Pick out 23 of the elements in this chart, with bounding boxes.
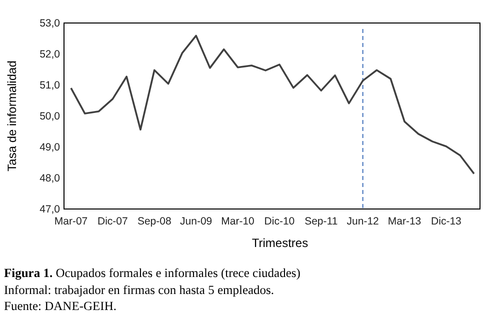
x-tick-label: Dic-13 [431,215,462,228]
line-series [70,34,475,175]
y-tick-label: 50,0 [40,110,60,122]
x-tick-label: Mar-07 [54,215,88,228]
x-tick-label: Mar-13 [388,215,422,228]
x-tick-label: Mar-10 [221,215,255,228]
x-tick-label: Jun-09 [180,215,212,228]
text: Figura 1. Ocupados formales e informales (trece ciudades) [4,266,300,280]
y-axis-title: Tasa de informalidad [5,60,19,172]
x-tick-label: Sep-11 [304,215,338,228]
y-tick-label: 48,0 [40,172,60,184]
x-axis-title: Trimestres [252,236,308,250]
y-tick-label: 52,0 [40,48,60,60]
y-tick-label: 49,0 [40,141,60,154]
y-tick-label: 53,0 [40,17,60,30]
y-tick-label: 47,0 [40,203,60,216]
text: Informal: trabajador en firmas con hasta 5 empleados. [4,283,274,297]
x-tick-label: Dic-07 [98,215,128,228]
y-tick-label: 51,0 [40,79,60,92]
x-tick-label: Jun-12 [346,215,380,228]
x-tick-label: Sep-08 [137,215,172,228]
x-tick-label: Dic-10 [264,215,295,228]
source-note: Fuente: DANE-GEIH. [4,299,116,313]
